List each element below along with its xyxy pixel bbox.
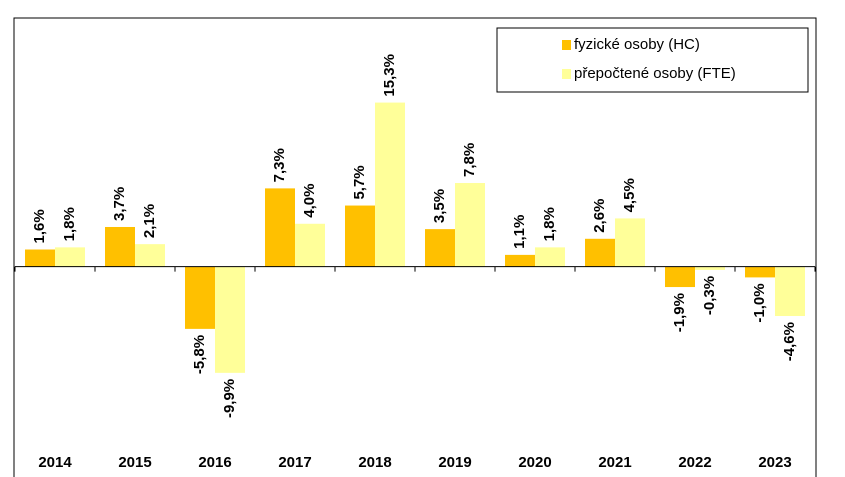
- bar: [265, 188, 295, 267]
- bar: [185, 266, 215, 329]
- bar: [455, 183, 485, 267]
- value-label: 15,3%: [381, 54, 398, 97]
- bar: [345, 205, 375, 267]
- x-tick-label: 2018: [358, 454, 391, 471]
- value-label: 4,0%: [301, 184, 318, 218]
- legend-swatch: [562, 40, 571, 50]
- x-tick-label: 2014: [38, 454, 72, 471]
- value-label: -1,0%: [751, 283, 768, 322]
- x-tick-label: 2019: [438, 454, 471, 471]
- x-tick-label: 2020: [518, 454, 551, 471]
- value-label: -0,3%: [701, 276, 718, 315]
- legend-swatch: [562, 69, 571, 79]
- value-label: -1,9%: [671, 293, 688, 332]
- bar: [135, 244, 165, 267]
- value-label: -9,9%: [221, 379, 238, 418]
- bar: [105, 226, 135, 267]
- bar: [775, 266, 805, 317]
- legend-box: [496, 27, 809, 93]
- value-label: 2,1%: [141, 204, 158, 238]
- bar: [745, 266, 775, 278]
- bar: [295, 223, 325, 267]
- value-label: 1,6%: [31, 209, 48, 243]
- x-tick-label: 2015: [118, 454, 151, 471]
- value-label: 3,5%: [431, 189, 448, 223]
- bar: [375, 102, 405, 267]
- value-label: 1,8%: [541, 207, 558, 241]
- value-label: 2,6%: [591, 199, 608, 233]
- bar: [55, 247, 85, 267]
- x-tick-label: 2016: [198, 454, 231, 471]
- bar: [425, 229, 455, 267]
- value-label: -4,6%: [781, 322, 798, 361]
- value-label: -5,8%: [191, 335, 208, 374]
- legend-label: fyzické osoby (HC): [574, 36, 700, 53]
- bar: [615, 218, 645, 267]
- value-label: 4,5%: [621, 178, 638, 212]
- x-tick-label: 2021: [598, 454, 631, 471]
- value-label: 7,3%: [271, 148, 288, 182]
- x-tick-label: 2017: [278, 454, 311, 471]
- value-label: 5,7%: [351, 165, 368, 199]
- bar: [665, 266, 695, 288]
- bar: [585, 238, 615, 267]
- value-label: 1,1%: [511, 215, 528, 249]
- bar: [535, 247, 565, 267]
- bar: [695, 266, 725, 270]
- value-label: 1,8%: [61, 207, 78, 241]
- value-label: 7,8%: [461, 143, 478, 177]
- x-tick-label: 2023: [758, 454, 791, 471]
- legend-label: přepočtené osoby (FTE): [574, 65, 736, 82]
- value-label: 3,7%: [111, 187, 128, 221]
- bar: [215, 266, 245, 373]
- bar: [25, 249, 55, 267]
- bar: [505, 254, 535, 267]
- x-tick-label: 2022: [678, 454, 711, 471]
